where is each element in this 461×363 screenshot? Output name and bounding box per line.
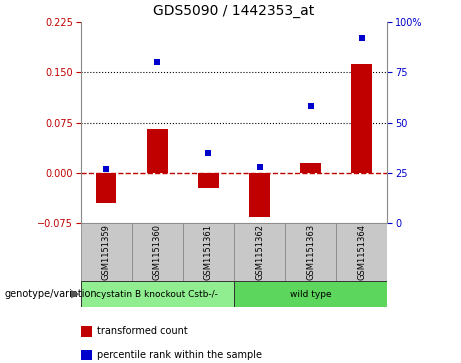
Text: percentile rank within the sample: percentile rank within the sample <box>97 350 262 360</box>
Bar <box>336 223 387 281</box>
Text: GSM1151362: GSM1151362 <box>255 224 264 280</box>
Text: cystatin B knockout Cstb-/-: cystatin B knockout Cstb-/- <box>96 290 218 298</box>
Bar <box>81 223 132 281</box>
Bar <box>96 173 117 203</box>
Bar <box>81 281 234 307</box>
Bar <box>351 64 372 173</box>
Title: GDS5090 / 1442353_at: GDS5090 / 1442353_at <box>154 4 314 18</box>
Bar <box>249 173 270 216</box>
Text: genotype/variation: genotype/variation <box>5 289 97 299</box>
Point <box>307 103 314 109</box>
Bar <box>147 129 167 173</box>
Text: transformed count: transformed count <box>97 326 188 337</box>
Point <box>358 35 366 41</box>
Text: GSM1151359: GSM1151359 <box>102 224 111 280</box>
Bar <box>132 223 183 281</box>
Text: GSM1151360: GSM1151360 <box>153 224 162 280</box>
Text: GSM1151361: GSM1151361 <box>204 224 213 280</box>
Bar <box>234 281 387 307</box>
Point <box>102 166 110 172</box>
Bar <box>234 223 285 281</box>
Text: wild type: wild type <box>290 290 331 298</box>
Text: GSM1151363: GSM1151363 <box>306 224 315 280</box>
Point <box>256 164 263 170</box>
Text: ▶: ▶ <box>71 289 79 299</box>
Text: GSM1151364: GSM1151364 <box>357 224 366 280</box>
Point <box>154 59 161 65</box>
Bar <box>183 223 234 281</box>
Point <box>205 150 212 156</box>
Bar <box>301 163 321 173</box>
Bar <box>198 173 219 188</box>
Bar <box>285 223 336 281</box>
